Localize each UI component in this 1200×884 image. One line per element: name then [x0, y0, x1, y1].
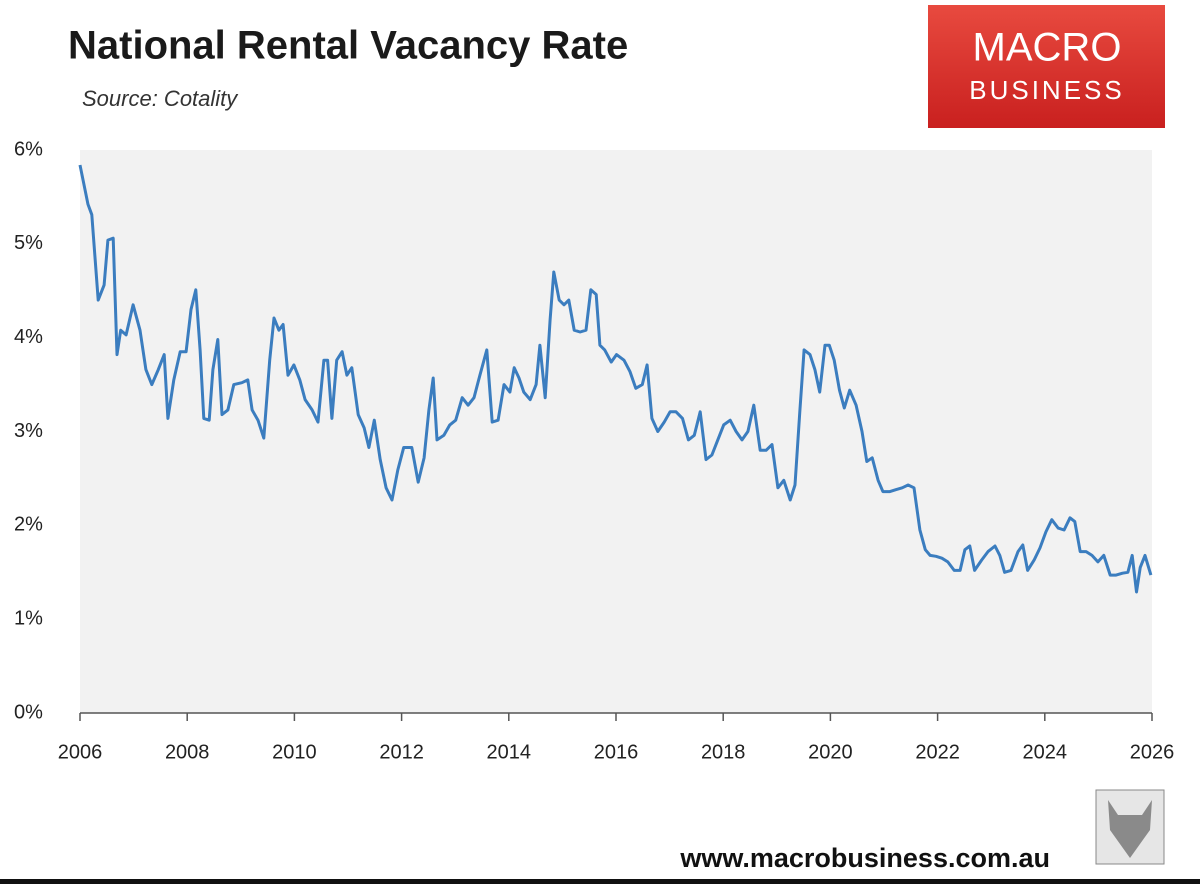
chart-title: National Rental Vacancy Rate [68, 24, 628, 68]
data-line [78, 164, 1153, 594]
x-tick-label: 2024 [1023, 741, 1068, 763]
logo-text: MACRO [973, 26, 1122, 70]
x-tick-label: 2010 [272, 741, 317, 763]
x-tick-label: 2012 [379, 741, 424, 763]
y-tick-label: 2% [14, 514, 43, 536]
x-tick-label: 2018 [701, 741, 746, 763]
x-tick-label: 2008 [165, 741, 210, 763]
x-tick-label: 2016 [594, 741, 639, 763]
bottom-rule [0, 879, 1200, 884]
logo-text: BUSINESS [969, 75, 1125, 105]
logo-box [928, 5, 1165, 128]
y-tick-label: 5% [14, 232, 43, 254]
y-tick-label: 1% [14, 607, 43, 629]
y-tick-label: 4% [14, 326, 43, 348]
x-tick-label: 2026 [1130, 741, 1175, 763]
plot-area [80, 150, 1152, 713]
wolf-icon-shape [1108, 800, 1152, 858]
footer-url: www.macrobusiness.com.au [679, 843, 1050, 873]
x-tick-label: 2014 [487, 741, 532, 763]
x-tick-label: 2006 [58, 741, 103, 763]
chart-subtitle: Source: Cotality [82, 86, 239, 111]
x-tick-label: 2022 [915, 741, 960, 763]
y-tick-label: 3% [14, 420, 43, 442]
plot: 0% 1% 2% 3% 4% 5% 6% 2006 2008 2010 2012 2014 2016 20… [14, 138, 1174, 763]
y-tick-label: 0% [14, 701, 43, 723]
x-tick-label: 2020 [808, 741, 853, 763]
y-tick-label: 6% [14, 138, 43, 160]
